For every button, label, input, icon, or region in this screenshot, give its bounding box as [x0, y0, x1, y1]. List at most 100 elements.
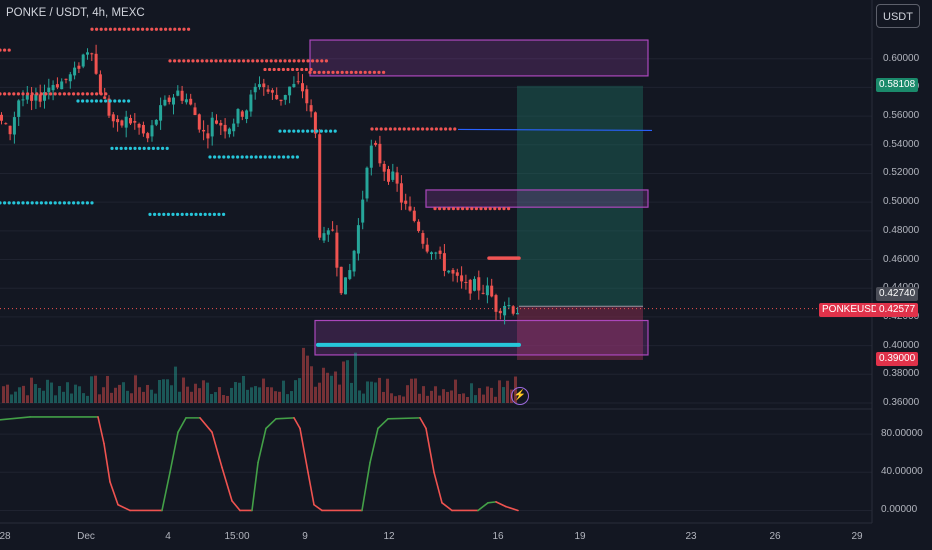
candle-body — [172, 97, 175, 105]
candle-body — [34, 94, 38, 101]
currency-unit-button[interactable]: USDT — [876, 4, 920, 28]
candle-body — [468, 279, 472, 294]
candle-body — [399, 183, 403, 203]
oscillator-segment — [161, 471, 171, 512]
candle-body — [511, 306, 515, 314]
volume-bar — [98, 394, 101, 403]
volume-bar — [366, 381, 369, 403]
oscillator-segment — [103, 442, 111, 483]
volume-bar — [438, 395, 441, 403]
volume-bar — [242, 375, 245, 403]
supply-demand-zone — [309, 39, 649, 77]
volume-bar — [298, 378, 301, 403]
candle-body — [322, 233, 326, 241]
oscillator-segment — [265, 418, 277, 430]
volume-bar — [46, 379, 49, 403]
volume-bar — [430, 390, 433, 403]
candle-body — [124, 116, 128, 128]
oscillator-segment — [221, 466, 233, 502]
candle-body — [473, 278, 476, 291]
candle-body — [447, 270, 451, 273]
volume-bar — [422, 386, 425, 403]
indicator-tick-label: 40.00000 — [881, 466, 923, 478]
candle-body — [223, 124, 227, 132]
oscillator-segment — [369, 427, 379, 464]
candle-body — [120, 120, 124, 126]
volume-bar — [294, 380, 297, 403]
candle-body — [305, 89, 309, 104]
candle-body — [335, 232, 339, 268]
volume-bar — [318, 382, 321, 403]
volume-bar — [34, 384, 37, 403]
volume-bar — [302, 347, 305, 403]
candle-body — [296, 81, 300, 83]
candle-body — [30, 94, 34, 101]
volume-bar — [282, 380, 285, 403]
candle-body — [339, 266, 343, 294]
volume-bar — [334, 371, 337, 403]
volume-bar — [114, 387, 117, 403]
volume-bar — [106, 375, 109, 403]
volume-bar — [330, 375, 333, 403]
candle-body — [81, 54, 85, 67]
candle-body — [425, 244, 429, 252]
volume-bar — [390, 393, 393, 403]
candle-body — [47, 87, 51, 93]
volume-bar — [326, 372, 329, 403]
volume-bar — [402, 396, 405, 403]
candle-body — [309, 105, 313, 112]
volume-bar — [18, 387, 21, 403]
candle-body — [60, 81, 64, 90]
candle-body — [77, 65, 81, 69]
candle-body — [51, 85, 55, 91]
volume-bar — [418, 393, 421, 403]
volume-bar — [374, 382, 377, 403]
candle-body — [344, 277, 347, 295]
lightning-icon[interactable]: ⚡ — [511, 387, 529, 405]
candle-body — [408, 206, 412, 211]
candle-body — [464, 281, 468, 283]
volume-bar — [206, 382, 209, 403]
chart-title: PONKE / USDT, 4h, MEXC — [6, 7, 145, 19]
volume-bar — [426, 395, 429, 403]
candle-body — [395, 172, 399, 184]
candle-body — [103, 96, 107, 99]
volume-bar — [162, 379, 165, 403]
oscillator-segment — [177, 417, 187, 433]
candle-body — [12, 117, 16, 135]
volume-bar — [158, 379, 161, 403]
candle-body — [219, 122, 223, 126]
candle-body — [206, 133, 210, 139]
candle-body — [455, 272, 459, 276]
candle-body — [86, 52, 89, 55]
candle-body — [176, 90, 180, 96]
candle-body — [245, 110, 249, 120]
price-tick-label: 0.48000 — [883, 224, 920, 236]
volume-bar — [478, 388, 481, 403]
volume-bar — [266, 387, 269, 403]
volume-bar — [382, 391, 385, 403]
volume-bar — [178, 391, 181, 403]
candle-body — [249, 94, 253, 112]
volume-bar — [286, 394, 289, 403]
volume-bar — [490, 387, 493, 403]
candle-body — [331, 229, 335, 231]
volume-bar — [234, 382, 237, 403]
price-tick-label: 0.46000 — [883, 253, 920, 265]
candle-body — [283, 95, 287, 100]
candle-body — [197, 114, 201, 130]
last-price-tag: 0.42577 — [876, 303, 919, 317]
candle-body — [348, 270, 352, 279]
candle-body — [374, 142, 378, 145]
volume-bar — [462, 393, 465, 403]
volume-bar — [150, 389, 153, 403]
oscillator-segment — [169, 431, 179, 474]
time-tick-label: 29 — [851, 531, 863, 542]
candle-body — [369, 145, 373, 168]
candle-body — [73, 67, 77, 76]
candle-body — [387, 169, 390, 182]
candle-body — [460, 275, 464, 282]
volume-bar — [238, 382, 241, 403]
candle-body — [146, 133, 150, 139]
